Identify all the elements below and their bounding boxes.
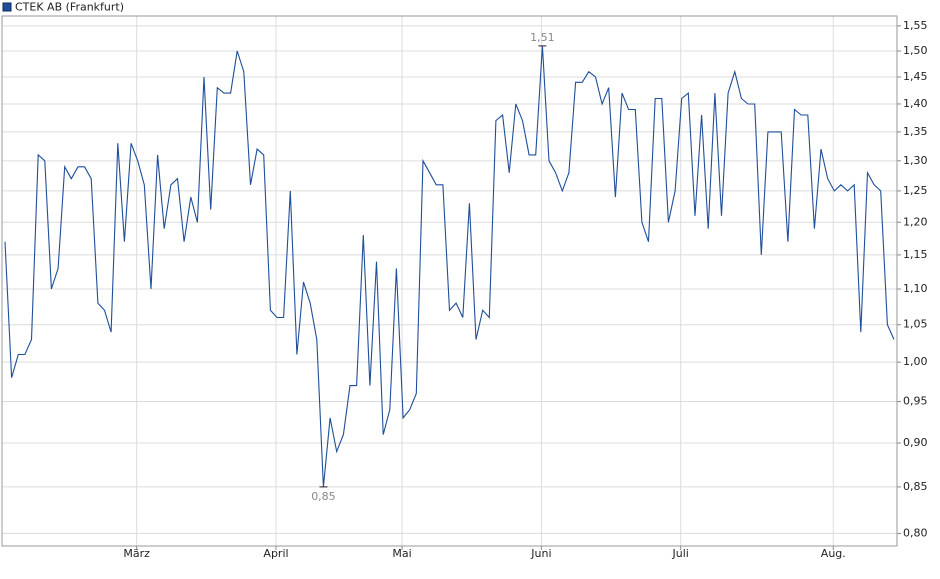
y-tick-label: 1,55 (903, 19, 928, 32)
y-tick-label: 1,30 (903, 154, 928, 167)
x-tick-label: Mai (392, 547, 411, 560)
y-tick-label: 1,00 (903, 355, 928, 368)
x-tick-label: März (123, 547, 150, 560)
y-tick-label: 1,40 (903, 97, 928, 110)
y-tick-label: 1,50 (903, 44, 928, 57)
y-tick-label: 0,95 (903, 395, 928, 408)
x-tick-label: April (263, 547, 288, 560)
y-tick-label: 1,25 (903, 184, 928, 197)
price-line (4, 45, 895, 487)
y-tick-label: 1,45 (903, 70, 928, 83)
plot-frame (1, 15, 898, 547)
y-tick-label: 0,80 (903, 526, 928, 539)
y-tick-label: 0,85 (903, 480, 928, 493)
y-tick-label: 1,20 (903, 215, 928, 228)
x-tick-label: Juni (530, 547, 551, 560)
y-tick-label: 1,35 (903, 125, 928, 138)
y-tick-label: 0,90 (903, 436, 928, 449)
value-label: 0,85 (311, 490, 336, 503)
y-tick-label: 1,05 (903, 318, 928, 331)
x-tick-label: Aug. (821, 547, 846, 560)
x-tick-label: Juli (672, 547, 689, 560)
legend-swatch (2, 2, 12, 12)
y-tick-label: 1,10 (903, 282, 928, 295)
legend-label: CTEK AB (Frankfurt) (15, 1, 124, 14)
value-label: 1,51 (530, 31, 555, 44)
y-tick-label: 1,15 (903, 248, 928, 261)
